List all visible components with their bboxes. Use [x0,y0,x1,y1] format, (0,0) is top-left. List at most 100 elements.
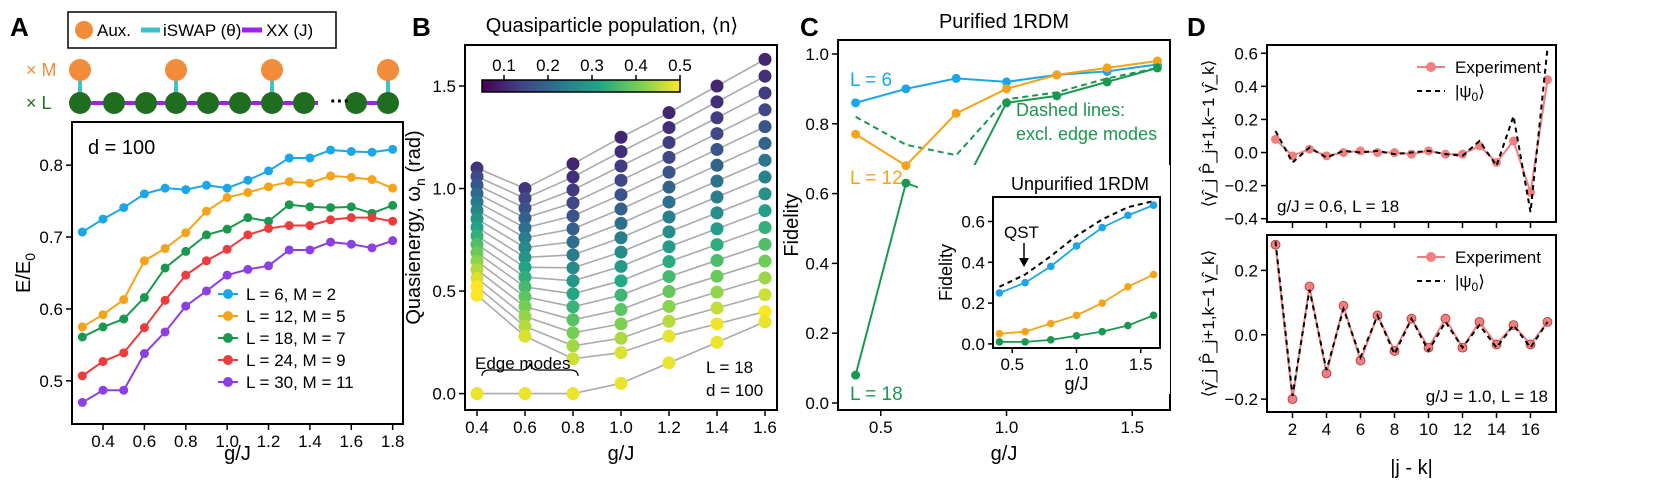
chart-c-inset-ytick-label: 0.2 [961,294,985,313]
lattice-qubit [377,92,399,114]
chart-b-ylabel: Quasienergy, ωn (rad) [403,130,428,324]
chart-c-inset-point [1149,311,1158,320]
chart-c-point [1002,77,1012,87]
chart-b-edge-brace [481,362,579,377]
chart-a-point [305,178,315,188]
chart-a-point [326,215,336,225]
chart-a-point [98,322,108,332]
chart-a-xtick-label: 1.2 [257,432,281,451]
chart-b-bulk-point [566,170,580,184]
chart-a-point [98,214,108,224]
chart-a-point [367,213,377,223]
chart-b-bulk-point [662,150,676,164]
chart-a: 0.4 0.6 0.8 1.0 1.2 1.4 1.6 1.8 0.5 0.6 0.7 0.8 g/J E… [13,121,404,465]
chart-c-point [851,98,861,108]
chart-a-point [181,185,191,195]
chart-a-point [388,144,398,154]
chart-d-bottom: −0.2 0.0 0.2 2 4 6 8 10 12 14 16 |j - k| ⟨γ̂_j P̂_j+… [1198,234,1557,479]
chart-b-bulk-point [710,269,724,283]
chart-a-ytick-label: 0.5 [39,372,63,391]
chart-d-bottom-xlabel: |j - k| [1390,457,1433,479]
chart-a-point [139,349,149,359]
chart-c-ylabel: Fidelity [781,193,803,256]
chart-b-bulk-point [566,326,580,340]
chart-a-point [222,244,232,254]
chart-b-bulk-point [758,187,772,201]
chart-a-ytick-label: 0.7 [39,228,63,247]
chart-a-point [160,327,170,337]
chart-d-top-legend-experiment-marker [1426,62,1436,72]
chart-b-bulk-point [566,235,580,249]
chart-d-bottom-legend-theory-label: |ψ0⟩ [1455,272,1485,294]
aux-qubit [165,59,187,81]
chart-c-xtick-label: 0.5 [869,418,893,437]
chart-d-bottom-ylabel: ⟨γ̂_j P̂_j+1,k−1 γ̂_k⟩ [1198,250,1218,397]
chart-b-bulk-point [662,270,676,284]
chart-b-bulk-point [758,271,772,285]
chart-b-ytick-label: 1.0 [432,180,456,199]
chart-c-ytick-label: 0.0 [805,394,829,413]
chart-b-bulk-point [758,86,772,100]
chart-b-bulk-point [662,314,676,328]
chart-b-bulk-point [614,245,628,259]
chart-a-point [98,310,108,320]
chart-a-point [160,244,170,254]
chart-c-inset-point [1021,278,1029,287]
chart-b-bulk-point [566,209,580,223]
chart-b-xtick-label: 1.6 [753,418,777,437]
chart-b-bulk-point [518,201,532,215]
lattice-schematic: × M × L ··· [26,59,399,114]
chart-c-inset-point [1124,211,1132,220]
chart-b-bulk-point [662,299,676,313]
iswap-legend-label: iSWAP (θ) [163,21,241,40]
chart-b-colorbar-tick-label: 0.3 [580,56,604,75]
chart-c-xtick-label: 1.0 [995,418,1019,437]
chart-d-bottom-experiment-point [1491,339,1502,350]
chart-c-point [951,108,961,118]
chart-a-series-line [81,148,393,233]
chart-d-top-ytick-label: −0.4 [1224,210,1258,229]
chart-a-point [326,145,336,155]
chart-a-point [346,172,356,182]
chart-c-xlabel: g/J [991,443,1018,465]
chart-b-colorbar-tick-label: 0.1 [492,56,516,75]
chart-b-bulk-point [662,255,676,269]
chart-b-bulk-point [566,183,580,197]
chart-b-colorbar [481,79,681,93]
chart-b-bulk-point [758,153,772,167]
chart-d-top-experiment-point [1356,146,1365,156]
chart-d-top-ytick-label: 0.2 [1234,110,1258,129]
chart-b-bulk-point [518,300,532,314]
chart-a-point [77,332,87,342]
chart-b-bulk-point [662,225,676,239]
chart-b-bulk-point [614,145,628,159]
panel-label-b: B [412,12,431,42]
chart-d-top-experiment-point [1339,148,1348,158]
chart-c-point [851,370,861,380]
chart-a-xtick-label: 0.4 [91,432,115,451]
chart-d-top-experiment-point [1407,149,1416,159]
chart-d-top-experiment-point [1390,148,1399,158]
chart-a-annotation: d = 100 [88,137,155,159]
chart-b-bulk-point [710,317,724,331]
chart-c-dashed-note-1: Dashed lines: [1016,100,1125,120]
chart-b-edge-point [614,376,628,390]
chart-b-bulk-point [470,288,484,302]
chart-c-inset-xtick-label: 1.5 [1129,355,1153,374]
chart-a-point [201,206,211,216]
chart-a-point [181,246,191,256]
chart-a-series-line [81,239,393,404]
chart-b-xtick-label: 0.6 [513,418,537,437]
chart-c-inset-point [1124,282,1132,291]
chart-b-bulk-point [566,222,580,236]
chart-a-point [139,189,149,199]
chart-d-bottom-ytick-label: −0.2 [1224,390,1258,409]
chart-d-bottom-xtick-label: 8 [1390,420,1399,439]
chart-b-bulk-point [518,250,532,264]
chart-b-bulk-point [566,300,580,314]
chart-b-bulk-point [710,142,724,156]
chart-d-top-ylabel: ⟨γ̂_j P̂_j+1,k−1 γ̂_k⟩ [1198,60,1218,207]
chart-b-annotation-l: L = 18 [706,358,753,377]
chart-c-point [851,129,861,139]
chart-a-point [326,171,336,181]
